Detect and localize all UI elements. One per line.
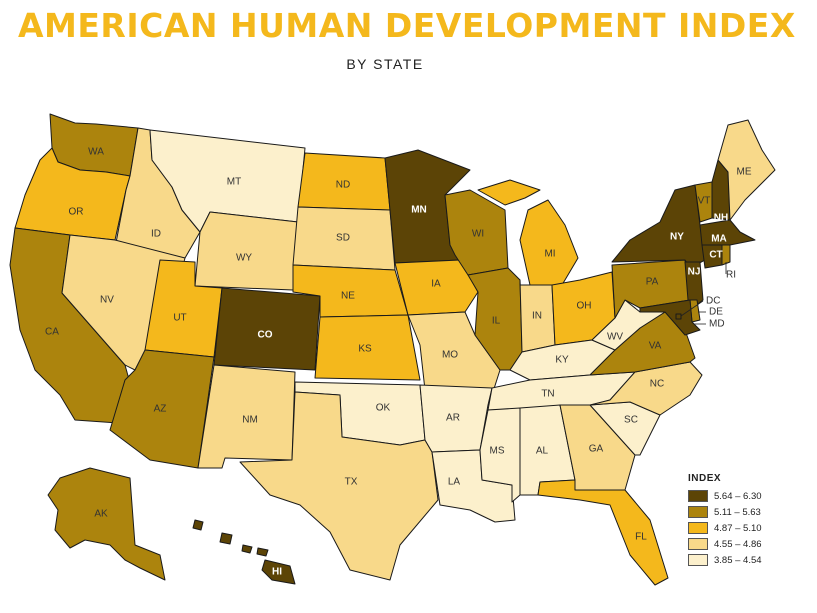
label-NC: NC <box>650 379 664 390</box>
label-MD: MD <box>709 319 725 330</box>
legend-item: 4.55 – 4.86 <box>688 536 762 552</box>
label-SD: SD <box>336 233 350 244</box>
state-KS[interactable] <box>314 314 421 381</box>
label-CO: CO <box>258 330 273 341</box>
legend-label: 5.11 – 5.63 <box>714 506 761 518</box>
legend-item: 5.11 – 5.63 <box>688 504 762 520</box>
leader-DC <box>680 300 704 317</box>
label-SC: SC <box>624 415 638 426</box>
label-OH: OH <box>577 301 592 312</box>
label-OR: OR <box>69 207 84 218</box>
label-AR: AR <box>446 413 460 424</box>
state-AZ[interactable] <box>109 349 215 469</box>
label-NH: NH <box>714 213 728 224</box>
label-DE: DE <box>709 307 723 318</box>
state-CO[interactable] <box>213 287 321 371</box>
label-MN: MN <box>411 205 427 216</box>
state-HI[interactable] <box>192 519 296 585</box>
label-AL: AL <box>536 446 549 457</box>
label-NY: NY <box>670 232 684 243</box>
state-NM[interactable] <box>197 364 296 469</box>
state-NY[interactable] <box>611 184 706 269</box>
label-IA: IA <box>431 279 441 290</box>
label-WA: WA <box>88 147 104 158</box>
state-MO[interactable] <box>407 311 501 396</box>
label-WY: WY <box>236 253 252 264</box>
label-LA: LA <box>448 477 461 488</box>
label-TN: TN <box>541 389 554 400</box>
map-title: AMERICAN HUMAN DEVELOPMENT INDEX <box>18 6 796 45</box>
label-MS: MS <box>490 446 505 457</box>
label-KS: KS <box>358 344 372 355</box>
label-AK: AK <box>94 509 108 520</box>
map-subtitle: BY STATE <box>346 56 424 72</box>
label-CA: CA <box>45 327 59 338</box>
label-MI: MI <box>544 249 555 260</box>
label-FL: FL <box>635 532 647 543</box>
legend-swatch <box>688 490 708 502</box>
state-AK[interactable] <box>47 467 166 581</box>
label-VA: VA <box>649 341 662 352</box>
state-TX[interactable] <box>239 391 439 581</box>
label-OK: OK <box>376 403 391 414</box>
state-MD[interactable] <box>639 299 701 336</box>
state-MI[interactable] <box>477 179 579 286</box>
label-HI: HI <box>272 567 282 578</box>
label-VT: VT <box>698 196 711 207</box>
label-GA: GA <box>589 444 604 455</box>
label-NE: NE <box>341 291 355 302</box>
state-IA[interactable] <box>394 259 479 316</box>
label-MO: MO <box>442 350 458 361</box>
label-WV: WV <box>607 332 623 343</box>
state-ME[interactable] <box>717 119 776 221</box>
label-CT: CT <box>709 250 722 261</box>
label-NJ: NJ <box>688 267 701 278</box>
label-IL: IL <box>492 316 501 327</box>
map-legend: INDEX 5.64 – 6.30 5.11 – 5.63 4.87 – 5.1… <box>688 473 762 568</box>
legend-item: 4.87 – 5.10 <box>688 520 762 536</box>
legend-swatch <box>688 538 708 550</box>
label-UT: UT <box>173 313 186 324</box>
state-RI[interactable] <box>721 244 731 266</box>
label-NM: NM <box>242 415 258 426</box>
label-ND: ND <box>336 180 350 191</box>
legend-label: 4.87 – 5.10 <box>714 522 762 534</box>
label-RI: RI <box>726 270 736 281</box>
label-MA: MA <box>711 234 727 245</box>
label-KY: KY <box>555 355 569 366</box>
label-TX: TX <box>345 477 358 488</box>
legend-swatch <box>688 522 708 534</box>
label-MT: MT <box>227 177 241 188</box>
label-WI: WI <box>472 229 484 240</box>
label-ME: ME <box>737 167 752 178</box>
label-DC: DC <box>706 296 720 307</box>
state-DC[interactable] <box>675 313 682 320</box>
legend-swatch <box>688 506 708 518</box>
legend-label: 5.64 – 6.30 <box>714 490 762 502</box>
label-PA: PA <box>646 277 659 288</box>
legend-item: 5.64 – 6.30 <box>688 488 762 504</box>
state-WY[interactable] <box>194 211 299 291</box>
legend-label: 4.55 – 4.86 <box>714 538 762 550</box>
label-ID: ID <box>151 229 161 240</box>
legend-swatch <box>688 554 708 566</box>
label-NV: NV <box>100 295 114 306</box>
state-MA[interactable] <box>699 219 756 246</box>
legend-title: INDEX <box>688 473 722 484</box>
label-AZ: AZ <box>154 404 167 415</box>
legend-label: 3.85 – 4.54 <box>714 554 762 566</box>
legend-item: 3.85 – 4.54 <box>688 552 762 568</box>
label-IN: IN <box>532 311 542 322</box>
state-FL[interactable] <box>537 479 669 586</box>
